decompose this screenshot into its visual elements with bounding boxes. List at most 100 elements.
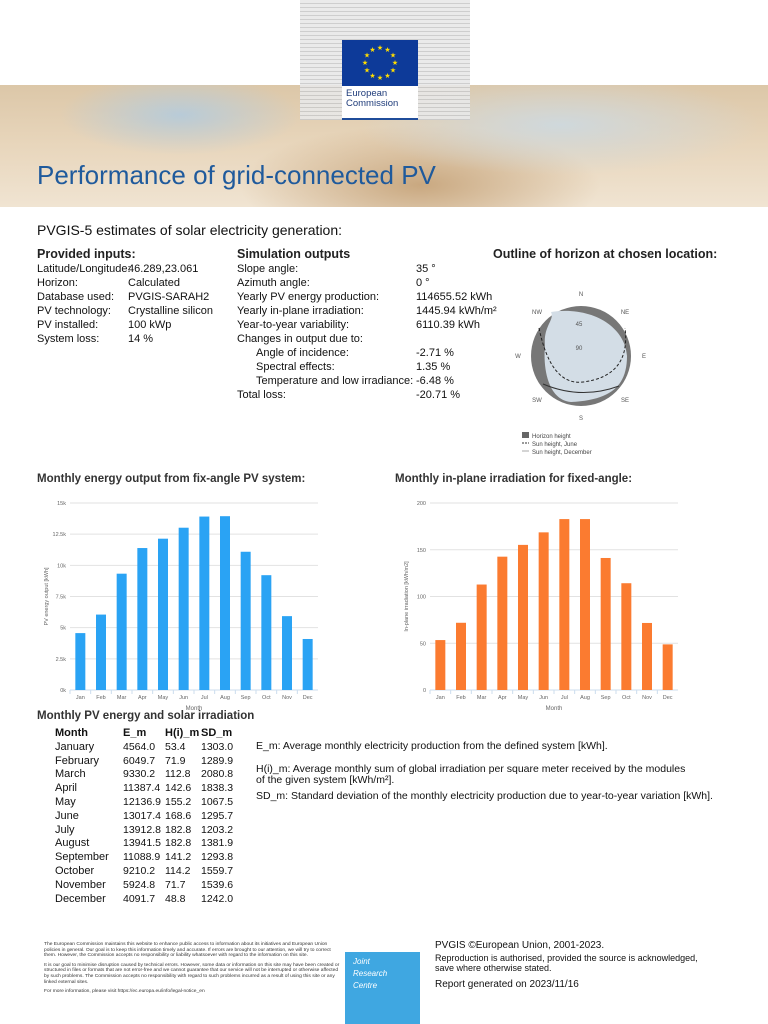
y-tick-label: 0k bbox=[60, 688, 66, 694]
bar bbox=[282, 616, 292, 690]
table-cell: 71.7 bbox=[165, 878, 186, 891]
disclaimer-p1: The European Commission maintains this w… bbox=[44, 942, 331, 959]
x-tick-label: Jan bbox=[436, 695, 445, 701]
direction-label: E bbox=[642, 354, 646, 360]
table-cell: 142.6 bbox=[165, 782, 192, 795]
table-cell: 1381.9 bbox=[201, 837, 234, 850]
x-tick-label: Mar bbox=[117, 695, 127, 701]
column-header: H(i)_m bbox=[165, 727, 200, 739]
bar bbox=[178, 527, 189, 690]
x-tick-label: Feb bbox=[456, 695, 465, 701]
bar bbox=[518, 544, 528, 690]
x-tick-label: Nov bbox=[282, 695, 292, 701]
direction-label: SW bbox=[532, 398, 542, 404]
table-cell: 141.2 bbox=[165, 851, 192, 864]
star-icon: ★ bbox=[369, 46, 375, 54]
table-cell: January bbox=[55, 740, 95, 753]
horizon-chart: N NE E SE S SW W NW 45 90 Horizon height Sun height… bbox=[515, 292, 646, 456]
bar bbox=[476, 584, 487, 690]
chart1-title: Monthly energy output from fix-angle PV … bbox=[37, 473, 306, 485]
x-tick-label: Apr bbox=[498, 695, 507, 701]
table-title: Monthly PV energy and solar irradiation bbox=[37, 710, 255, 722]
table-cell: 11088.9 bbox=[123, 851, 161, 864]
output-row: Temperature and low irradiance: -6.48 % bbox=[237, 374, 487, 388]
table-cell: July bbox=[55, 823, 75, 836]
x-tick-label: Jan bbox=[76, 695, 85, 701]
output-value: 6110.39 kWh bbox=[416, 319, 481, 331]
input-label: PV technology: bbox=[37, 305, 111, 317]
input-row: System loss: 14 % bbox=[37, 332, 213, 346]
table-cell: November bbox=[55, 878, 106, 891]
bar bbox=[600, 557, 611, 690]
input-value: PVGIS-SARAH2 bbox=[128, 291, 210, 303]
input-label: PV installed: bbox=[37, 319, 99, 331]
y-tick-label: 10k bbox=[57, 563, 66, 569]
table-row: July 13912.8 182.8 1203.2 bbox=[55, 824, 241, 838]
bar bbox=[435, 640, 446, 690]
output-row: Yearly in-plane irradiation: 1445.94 kWh/… bbox=[237, 304, 497, 318]
legend-label: Horizon height bbox=[532, 434, 571, 440]
bar bbox=[96, 614, 106, 690]
report-date: Report generated on 2023/11/16 bbox=[435, 978, 579, 990]
x-tick-label: Oct bbox=[622, 695, 631, 701]
table-cell: August bbox=[55, 837, 90, 850]
table-row: January 4564.0 53.4 1303.0 bbox=[55, 741, 241, 755]
ec-logo: ★ ★ ★ ★ ★ ★ ★ ★ ★ ★ ★ ★ European Commission bbox=[342, 40, 418, 120]
x-axis-label: Month bbox=[546, 706, 563, 712]
x-tick-label: May bbox=[158, 695, 169, 701]
table-cell: 182.8 bbox=[165, 823, 192, 836]
bar bbox=[116, 573, 127, 690]
bar bbox=[220, 516, 230, 690]
table-cell: 1838.3 bbox=[201, 782, 234, 795]
output-row: Spectral effects: 1.35 % bbox=[237, 360, 487, 374]
bar bbox=[261, 575, 272, 690]
jrc-logo: Joint Research Centre bbox=[345, 952, 420, 1024]
output-label: Slope angle: bbox=[237, 263, 299, 275]
table-cell: 114.2 bbox=[165, 864, 191, 877]
output-label: Total loss: bbox=[237, 389, 286, 401]
table-row: May 12136.9 155.2 1067.5 bbox=[55, 796, 241, 810]
table-cell: September bbox=[55, 851, 109, 864]
output-value: 0 ° bbox=[416, 277, 430, 289]
table-row: June 13017.4 168.6 1295.7 bbox=[55, 810, 241, 824]
footer-info: PVGIS ©European Union, 2001-2023. Reprod… bbox=[435, 940, 705, 990]
horizon-heading: Outline of horizon at chosen location: bbox=[493, 247, 718, 261]
table-cell: 9210.2 bbox=[123, 864, 156, 877]
y-axis-label: In-plane irradiation [kWh/m2] bbox=[404, 561, 410, 632]
input-row: Horizon: Calculated bbox=[37, 276, 213, 290]
x-tick-label: Sep bbox=[601, 695, 611, 701]
star-icon: ★ bbox=[377, 44, 383, 52]
column-header: Month bbox=[55, 727, 88, 739]
output-value: -20.71 % bbox=[416, 389, 461, 401]
y-tick-label: 7.5k bbox=[56, 595, 67, 601]
output-label: Changes in output due to: bbox=[237, 333, 363, 345]
output-value: 114655.52 kWh bbox=[416, 291, 493, 303]
bar bbox=[240, 551, 251, 690]
bar bbox=[642, 622, 652, 690]
legal-notice-link[interactable]: For more information, please visit https… bbox=[44, 989, 205, 995]
table-cell: 1289.9 bbox=[201, 754, 234, 767]
input-value: Calculated bbox=[128, 277, 180, 289]
table-cell: May bbox=[55, 795, 76, 808]
x-tick-label: Aug bbox=[220, 695, 230, 701]
table-cell: 53.4 bbox=[165, 740, 186, 753]
direction-label: N bbox=[579, 292, 583, 298]
output-label: Year-to-year variability: bbox=[237, 319, 350, 331]
y-tick-label: 15k bbox=[57, 501, 66, 507]
output-row: Changes in output due to: bbox=[237, 332, 487, 346]
y-tick-label: 50 bbox=[420, 641, 426, 647]
ring-label: 90 bbox=[576, 346, 583, 352]
table-cell: June bbox=[55, 809, 79, 822]
bar bbox=[559, 519, 570, 690]
x-tick-label: Apr bbox=[138, 695, 147, 701]
direction-label: NE bbox=[621, 310, 629, 316]
table-cell: 9330.2 bbox=[123, 768, 156, 781]
output-value: -2.71 % bbox=[416, 347, 454, 359]
bar bbox=[199, 516, 210, 690]
output-row: Azimuth angle: 0 ° bbox=[237, 276, 487, 290]
input-label: Database used: bbox=[37, 291, 115, 303]
table-row: September 11088.9 141.2 1293.8 bbox=[55, 851, 241, 865]
reproduction-note: Reproduction is authorised, provided the… bbox=[435, 952, 698, 973]
bar bbox=[497, 556, 508, 690]
table-cell: 13912.8 bbox=[123, 823, 161, 836]
